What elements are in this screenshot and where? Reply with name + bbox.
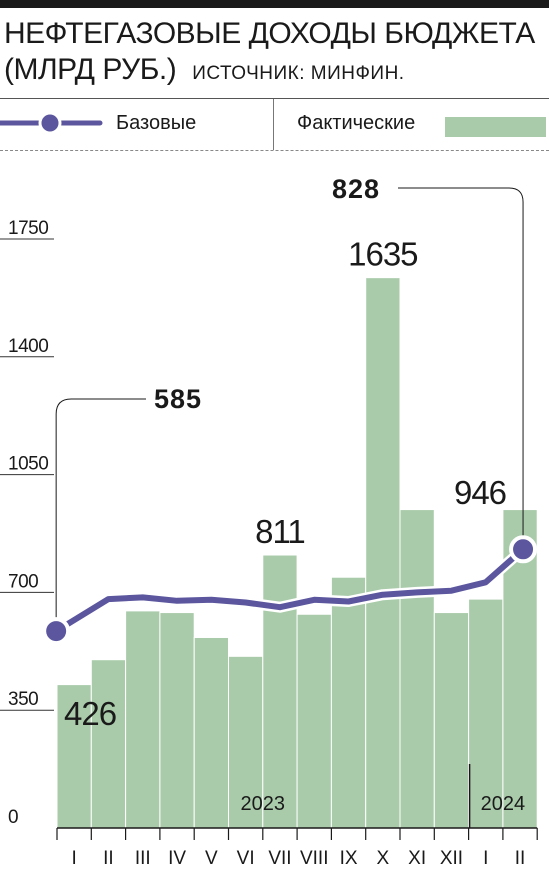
bar-1	[90, 659, 127, 829]
bar-3	[159, 612, 195, 829]
y-tick-label-2: 700	[8, 571, 38, 592]
x-tick-label-2: III	[135, 848, 151, 869]
x-tick-label-10: XI	[408, 848, 426, 869]
y-tick-label-0: 0	[8, 807, 18, 828]
bar-4	[193, 636, 229, 829]
legend-line-label: Базовые	[116, 112, 197, 134]
x-tick-label-3: IV	[168, 848, 186, 869]
legend-divider	[273, 99, 274, 150]
callout-line-585	[55, 398, 146, 618]
line-marker-13	[509, 535, 538, 564]
y-tick-label-4: 1400	[8, 336, 48, 357]
year-label-2023: 2023	[241, 793, 286, 815]
bar-9	[365, 277, 401, 829]
x-tick-label-13: II	[515, 848, 526, 869]
x-tick-label-5: VI	[237, 848, 255, 869]
line-marker-0	[42, 617, 71, 646]
source-note: ИСТОЧНИК: МИНФИН.	[192, 63, 405, 84]
bar-7	[296, 613, 332, 829]
x-tick-label-1: II	[103, 848, 114, 869]
bar-8	[330, 576, 367, 829]
legend-bar-label: Фактические	[297, 112, 416, 134]
top-bar	[0, 0, 549, 8]
y-tick-label-5: 1750	[8, 218, 48, 239]
data-label-line-13: 828	[332, 174, 380, 204]
data-label-bar-13: 946	[454, 474, 506, 511]
data-label-bar-6: 811	[255, 513, 305, 550]
bar-11	[433, 612, 470, 829]
x-tick-label-0: I	[72, 848, 77, 869]
bar-6	[262, 554, 298, 829]
data-label-bar-0: 426	[64, 695, 116, 732]
data-label-line-0: 585	[154, 384, 202, 414]
title-line-2: (МЛРД РУБ.)	[4, 53, 177, 86]
bar-12	[468, 598, 504, 829]
bar-2	[125, 610, 161, 829]
bar-5	[228, 655, 264, 829]
legend-line-swatch	[0, 111, 103, 135]
legend-bottom-rule	[0, 150, 549, 151]
x-tick-label-11: XII	[440, 848, 463, 869]
line-baseline	[53, 546, 526, 635]
title-line-2-wrap: (МЛРД РУБ.) ИСТОЧНИК: МИНФИН.	[4, 52, 544, 92]
y-tick-label-3: 1050	[8, 454, 48, 475]
x-tick-label-4: V	[205, 848, 218, 869]
y-tick-label-1: 350	[8, 689, 38, 710]
x-tick-label-9: X	[377, 848, 390, 869]
x-tick-label-6: VII	[268, 848, 291, 869]
x-tick-label-12: I	[483, 848, 488, 869]
legend-top-rule	[0, 98, 549, 99]
x-tick-label-7: VIII	[300, 848, 329, 869]
legend-bar-swatch	[445, 117, 546, 137]
bar-10	[399, 509, 435, 829]
x-tick-label-8: IX	[340, 848, 358, 869]
data-label-bar-9: 1635	[348, 236, 417, 273]
year-label-2024: 2024	[481, 793, 526, 815]
callout-line-828	[398, 187, 524, 536]
chart-title: НЕФТЕГАЗОВЫЕ ДОХОДЫ БЮДЖЕТА (МЛРД РУБ.) И…	[4, 16, 544, 92]
title-line-1: НЕФТЕГАЗОВЫЕ ДОХОДЫ БЮДЖЕТА	[4, 17, 535, 50]
